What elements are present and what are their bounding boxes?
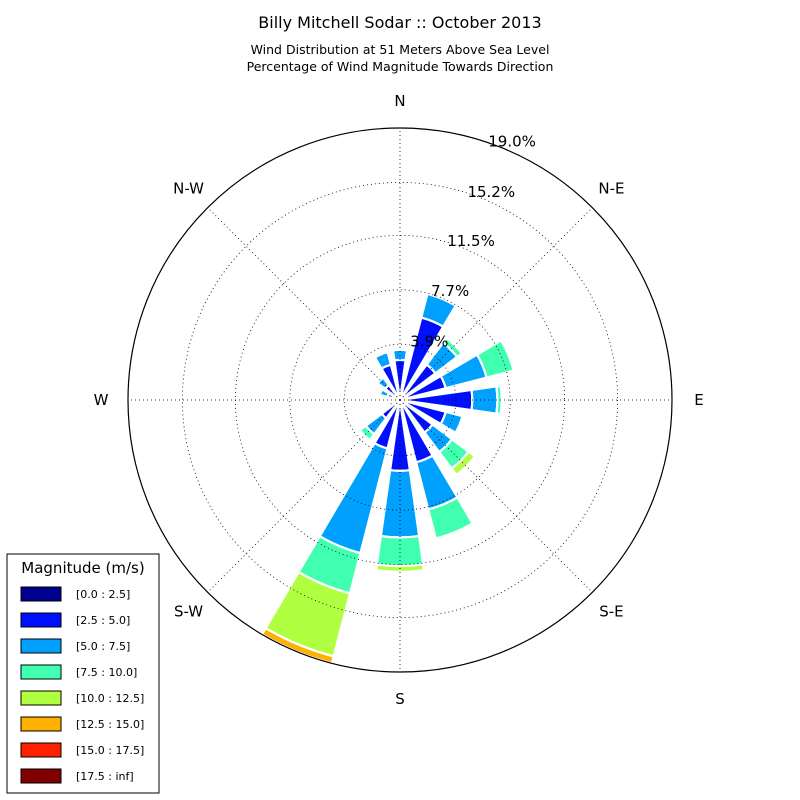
legend-title: Magnitude (m/s) xyxy=(21,559,144,577)
ring-label-0: 3.9% xyxy=(410,332,448,350)
grid-ring-1 xyxy=(289,289,511,511)
grid-ring-3 xyxy=(181,181,619,619)
direction-label-n-e: N-E xyxy=(598,180,624,198)
sector-15-bin-2 xyxy=(373,350,393,371)
legend-label-7: [17.5 : inf] xyxy=(76,770,134,783)
sector-10-bin-3 xyxy=(358,424,376,442)
direction-label-n: N xyxy=(394,92,405,110)
sector-4-bin-3 xyxy=(495,384,503,416)
direction-labels: N N-E E S-E S S-W W N-W xyxy=(94,92,704,708)
grid-ring-0 xyxy=(343,343,457,457)
sector-1-bin-2 xyxy=(419,292,458,329)
sector-7-bin-3 xyxy=(426,495,475,540)
ring-label-3: 15.2% xyxy=(467,183,515,201)
legend-swatch-6 xyxy=(20,742,62,758)
wind-sectors xyxy=(260,292,515,665)
direction-label-s: S xyxy=(395,690,405,708)
sector-5-bin-2 xyxy=(439,410,464,435)
grid-spoke-3 xyxy=(399,399,593,593)
polar-grid xyxy=(128,128,672,672)
legend-swatch-0 xyxy=(20,586,62,602)
legend-label-6: [15.0 : 17.5] xyxy=(76,744,144,757)
ring-label-4: 19.0% xyxy=(488,133,536,151)
grid-spoke-1 xyxy=(399,207,593,401)
sector-14-bin-2 xyxy=(376,376,391,391)
legend-label-1: [2.5 : 5.0] xyxy=(76,614,130,627)
legend-swatch-1 xyxy=(20,612,62,628)
legend-label-2: [5.0 : 7.5] xyxy=(76,640,130,653)
grid-spoke-7 xyxy=(207,207,401,401)
direction-label-s-w: S-W xyxy=(174,602,203,620)
sector-13-bin-2 xyxy=(378,387,391,399)
legend-items: [0.0 : 2.5] [2.5 : 5.0] [5.0 : 7.5] [7.5 : … xyxy=(20,586,144,784)
sector-6-bin-4 xyxy=(450,450,477,477)
chart-subtitle-line-2: Percentage of Wind Magnitude Towards Dir… xyxy=(247,59,554,74)
ring-labels: 3.9% 7.7% 11.5% 15.2% 19.0% xyxy=(410,133,536,351)
legend-swatch-7 xyxy=(20,768,62,784)
legend-label-4: [10.0 : 12.5] xyxy=(76,692,144,705)
grid-spoke-5 xyxy=(207,399,401,593)
ring-label-1: 7.7% xyxy=(431,282,469,300)
sector-9-bin-2 xyxy=(318,441,389,555)
legend-swatch-3 xyxy=(20,664,62,680)
direction-label-n-w: N-W xyxy=(173,180,204,198)
chart-title: Billy Mitchell Sodar :: October 2013 xyxy=(258,13,541,32)
direction-label-w: W xyxy=(94,391,109,409)
direction-label-e: E xyxy=(694,391,703,409)
ring-label-2: 11.5% xyxy=(447,232,495,250)
legend: Magnitude (m/s) [0.0 : 2.5] [2.5 : 5.0] [5… xyxy=(6,553,160,794)
legend-label-5: [12.5 : 15.0] xyxy=(76,718,144,731)
legend-swatch-5 xyxy=(20,716,62,732)
legend-swatch-2 xyxy=(20,638,62,654)
legend-label-0: [0.0 : 2.5] xyxy=(76,588,130,601)
chart-subtitle-line-1: Wind Distribution at 51 Meters Above Sea… xyxy=(251,42,550,57)
legend-label-3: [7.5 : 10.0] xyxy=(76,666,137,679)
polar-outer-frame xyxy=(127,127,673,673)
sector-2-bin-3 xyxy=(441,336,464,359)
legend-swatch-4 xyxy=(20,690,62,706)
sector-3-bin-3 xyxy=(475,338,515,379)
direction-label-s-e: S-E xyxy=(599,602,623,620)
